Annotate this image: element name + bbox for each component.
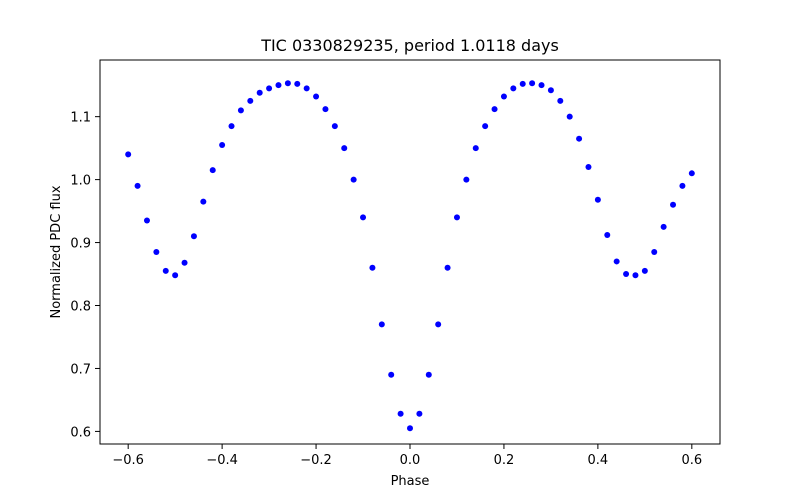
data-point (284, 80, 291, 87)
data-point (303, 85, 310, 92)
y-axis: 0.6 0.7 0.8 0.9 1.0 1.1 (70, 111, 100, 440)
data-point (388, 371, 395, 378)
data-point (500, 93, 507, 100)
data-point (651, 249, 658, 255)
x-axis-label: Phase (391, 474, 430, 489)
data-point (341, 145, 348, 152)
data-point (143, 217, 150, 224)
y-tick-label: 0.9 (70, 237, 91, 252)
data-point (547, 87, 554, 94)
data-point (566, 113, 573, 120)
data-point (275, 82, 282, 89)
x-tick-label: 0.6 (681, 453, 702, 468)
data-point (529, 80, 536, 87)
data-point (331, 123, 338, 130)
data-point (632, 272, 639, 279)
data-point (435, 321, 442, 328)
data-point (688, 170, 695, 177)
x-tick-label: 0.0 (400, 453, 421, 468)
data-point (679, 182, 686, 189)
data-point (219, 141, 226, 148)
data-point (538, 82, 545, 89)
data-point (623, 271, 630, 278)
data-point (360, 214, 367, 221)
data-point (322, 106, 329, 113)
data-point (237, 107, 244, 114)
data-points (125, 80, 695, 432)
data-point (134, 182, 141, 189)
y-tick-label: 0.7 (70, 362, 91, 377)
x-axis: −0.6 −0.4 −0.2 0.0 0.2 0.4 0.6 (112, 444, 702, 468)
data-point (294, 80, 301, 87)
data-point (482, 123, 489, 130)
data-point (557, 97, 564, 104)
data-point (594, 196, 601, 203)
data-point (172, 272, 179, 279)
data-point (162, 267, 169, 274)
data-point (491, 106, 498, 113)
data-point (472, 145, 479, 152)
x-tick-label: −0.2 (300, 453, 332, 468)
y-tick-label: 1.0 (70, 174, 91, 189)
data-point (313, 93, 320, 100)
data-point (519, 80, 526, 87)
y-tick-label: 1.1 (70, 111, 91, 126)
chart-title: TIC 0330829235, period 1.0118 days (260, 36, 559, 55)
data-point (670, 201, 677, 208)
data-point (247, 97, 254, 104)
data-point (407, 425, 413, 432)
data-point (153, 249, 160, 255)
data-point (200, 198, 207, 205)
data-point (463, 176, 470, 183)
data-point (604, 232, 611, 238)
data-point (444, 264, 451, 271)
data-point (576, 135, 583, 142)
data-point (266, 85, 273, 92)
data-point (209, 167, 216, 174)
data-point (453, 214, 460, 221)
data-point (369, 264, 376, 271)
data-point (613, 258, 620, 265)
data-point (228, 123, 235, 130)
x-tick-label: 0.2 (494, 453, 515, 468)
data-point (378, 321, 385, 328)
x-tick-label: −0.4 (206, 453, 238, 468)
data-point (190, 233, 197, 240)
data-point (350, 176, 357, 183)
data-point (416, 410, 423, 417)
data-point (510, 85, 517, 92)
data-point (397, 410, 404, 417)
data-point (585, 164, 592, 171)
y-tick-label: 0.6 (70, 425, 91, 440)
data-point (181, 259, 188, 266)
data-point (660, 223, 667, 230)
y-tick-label: 0.8 (70, 300, 91, 315)
x-tick-label: −0.6 (112, 453, 144, 468)
data-point (256, 89, 263, 96)
data-point (425, 371, 432, 378)
data-point (125, 151, 132, 158)
y-axis-label: Normalized PDC flux (49, 185, 64, 318)
x-tick-label: 0.4 (588, 453, 609, 468)
data-point (641, 267, 648, 274)
